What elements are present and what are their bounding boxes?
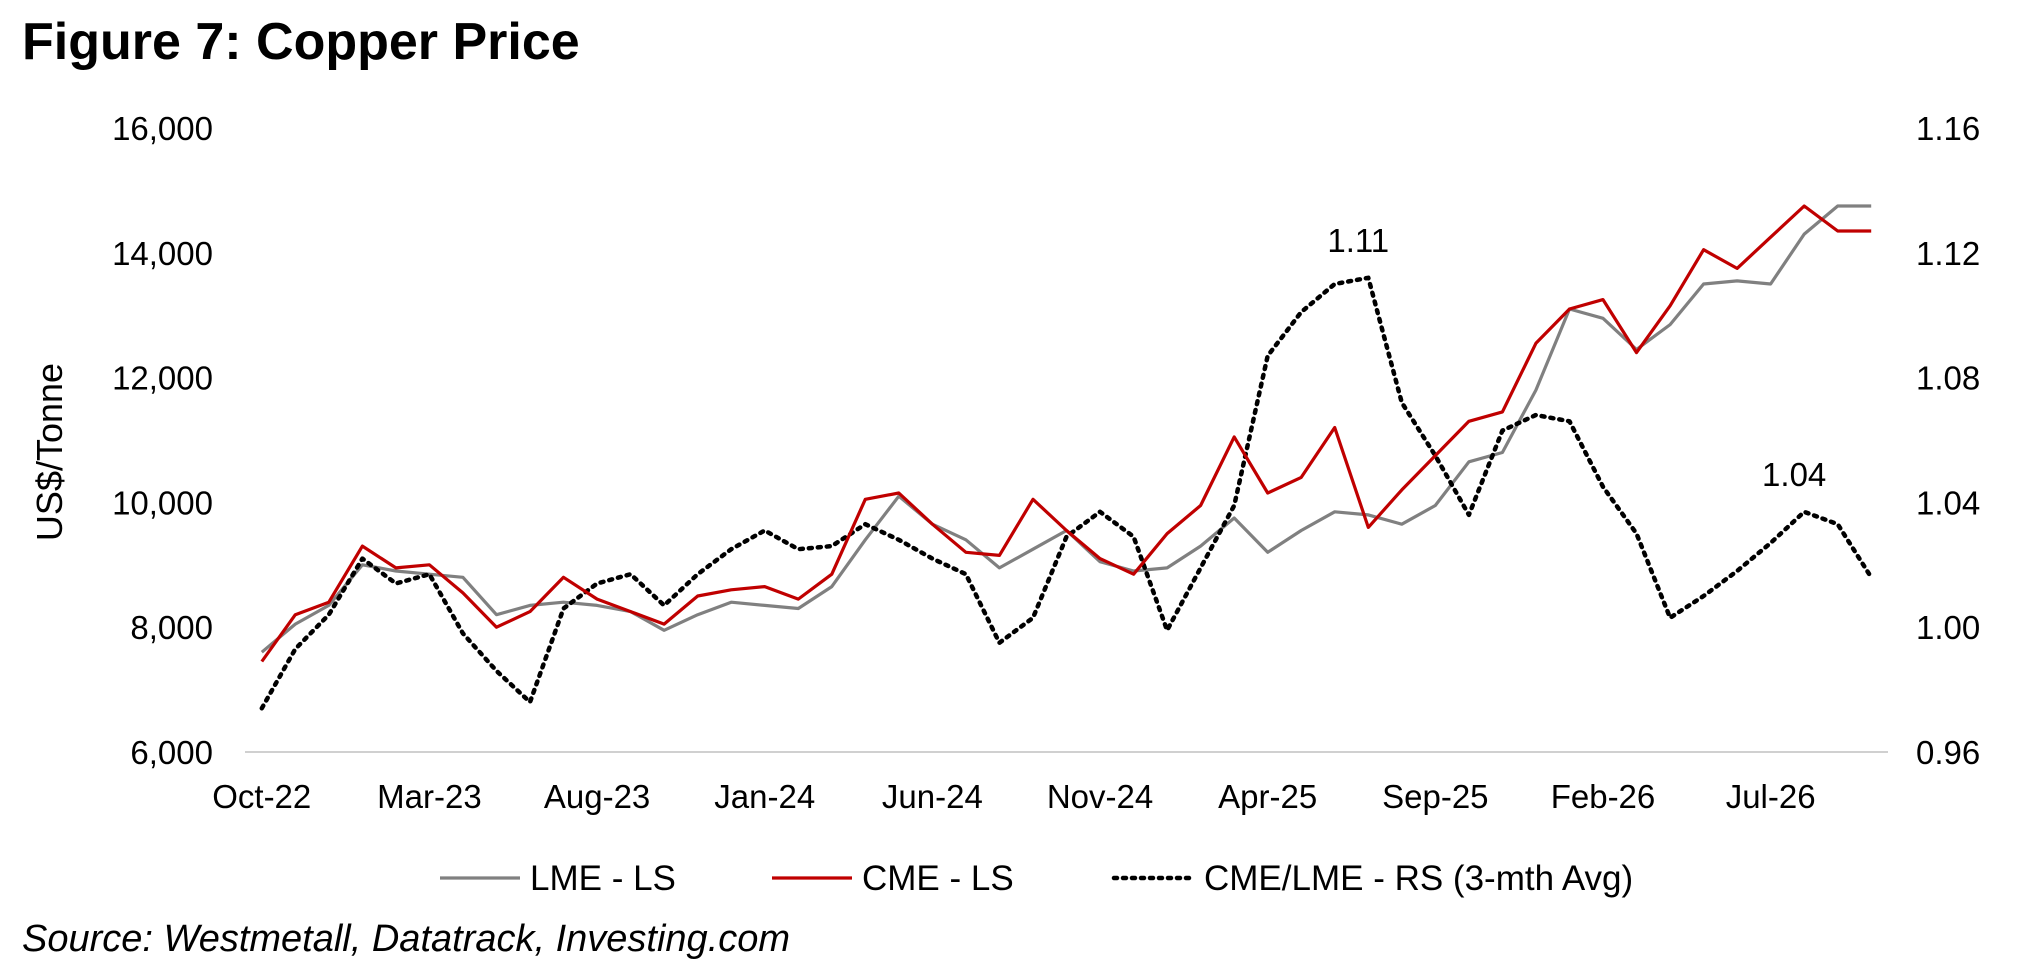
axes: 6,000 8,000 10,000 12,000 14,000 16,000 0.96 1.… bbox=[112, 110, 1980, 815]
series-line-cme-ls bbox=[260, 204, 1872, 663]
y-left-tick-label: 16,000 bbox=[112, 110, 213, 147]
legend-label: CME - LS bbox=[862, 859, 1014, 898]
series-lines bbox=[259, 204, 1874, 711]
y-right-tick-label: 1.16 bbox=[1916, 110, 1980, 147]
y-left-tick-label: 6,000 bbox=[130, 734, 213, 771]
y-left-tick-label: 12,000 bbox=[112, 360, 213, 397]
x-tick-label: Oct-22 bbox=[212, 778, 311, 815]
data-label: 1.04 bbox=[1762, 456, 1826, 493]
y-axis-label: US$/Tonne bbox=[29, 363, 70, 541]
x-tick-label: Nov-24 bbox=[1047, 778, 1153, 815]
y-right-tick-label: 1.00 bbox=[1916, 609, 1980, 646]
x-tick-label: Aug-23 bbox=[544, 778, 650, 815]
y-right-tick-label: 1.12 bbox=[1916, 235, 1980, 272]
y-left-tick-label: 14,000 bbox=[112, 235, 213, 272]
legend-label: CME/LME - RS (3-mth Avg) bbox=[1204, 859, 1633, 898]
x-tick-label: Jun-24 bbox=[882, 778, 983, 815]
x-tick-label: Apr-25 bbox=[1218, 778, 1317, 815]
figure-title: Figure 7: Copper Price bbox=[22, 13, 580, 71]
series-line-lme-ls bbox=[260, 204, 1872, 654]
x-tick-label: Mar-23 bbox=[377, 778, 482, 815]
y-right-tick-label: 0.96 bbox=[1916, 734, 1980, 771]
figure-source: Source: Westmetall, Datatrack, Investing… bbox=[22, 918, 791, 960]
data-label: 1.11 bbox=[1327, 222, 1389, 259]
x-tick-label: Sep-25 bbox=[1382, 778, 1488, 815]
series-line-cme-lme-rs-3-mth-avg bbox=[259, 275, 1874, 711]
y-right-tick-label: 1.04 bbox=[1916, 484, 1980, 521]
x-tick-label: Jul-26 bbox=[1726, 778, 1816, 815]
legend-label: LME - LS bbox=[530, 859, 676, 898]
x-tick-label: Jan-24 bbox=[714, 778, 815, 815]
y-right-tick-label: 1.08 bbox=[1916, 360, 1980, 397]
legend: LME - LS CME - LS CME/LME - RS (3-mth Avg) bbox=[440, 859, 1633, 898]
x-tick-label: Feb-26 bbox=[1551, 778, 1656, 815]
y-left-tick-label: 10,000 bbox=[112, 484, 213, 521]
y-left-tick-label: 8,000 bbox=[130, 609, 213, 646]
annotations: 1.11 1.04 bbox=[1327, 222, 1826, 493]
